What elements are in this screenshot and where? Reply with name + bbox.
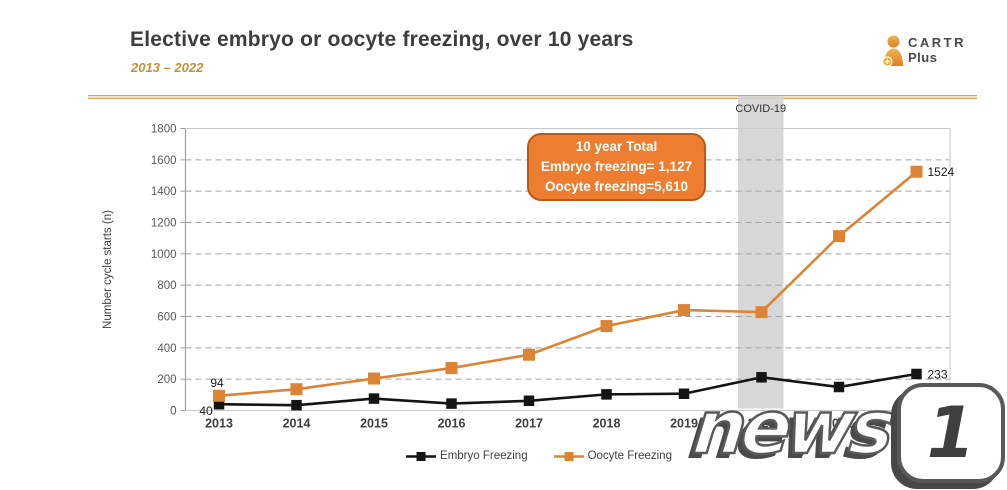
x-tick-label: 2019 [670,417,698,431]
cartr-plus-logo: CARTR Plus [882,35,966,68]
data-point-marker [678,388,690,399]
callout-line-2: Embryo freezing= 1,127 [540,159,693,174]
data-point-marker [368,393,380,404]
y-axis-title: Number cycle starts (n) [102,210,114,329]
covid-band-label: COVID-19 [735,103,786,115]
person-plus-icon [882,35,903,67]
title-divider [88,95,977,99]
series-line-oocyte [218,170,918,398]
data-point-marker [368,372,380,385]
data-point-marker [291,399,302,411]
x-tick-label: 2014 [283,417,311,431]
data-point-marker [755,306,768,319]
data-point-marker [213,389,225,402]
callout-line-1: 10 year Total [575,139,658,154]
legend-item-oocyte: Oocyte Freezing [553,450,672,462]
data-point-marker [523,348,535,361]
brand-name: CARTR [908,35,966,50]
x-tick-label: 2017 [515,417,543,431]
y-tick-label: 1000 [151,249,177,261]
y-tick-label: 1400 [151,186,177,198]
x-tick-label: 2013 [205,417,233,431]
data-point-marker [833,381,845,393]
y-tick-label: 1600 [151,155,177,167]
data-point-marker [911,368,922,380]
data-point-marker [833,230,845,243]
data-point-marker [445,362,458,375]
point-label: 94 [210,376,224,390]
data-point-marker [678,304,690,317]
brand-name-secondary: Plus [908,50,938,65]
data-point-marker [213,398,225,410]
totals-callout: 10 year Total Embryo freezing= 1,127 Ooc… [527,133,706,201]
y-tick-label: 1800 [151,124,177,136]
legend-marker-icon [406,451,437,461]
legend-label: Embryo Freezing [440,450,528,462]
x-tick-label: 2015 [360,417,388,431]
y-tick-label: 600 [157,312,176,324]
covid-band [738,96,784,409]
data-point-marker [756,372,767,383]
point-label: 40 [199,404,213,418]
series-line-embryo [218,372,917,407]
chart-legend: Embryo Freezing Oocyte Freezing [406,450,672,462]
x-tick-label: 2021 [825,417,853,431]
y-tick-label: 400 [157,343,176,355]
data-point-marker [446,398,457,409]
y-tick-label: 1200 [151,218,177,230]
legend-marker-icon [553,451,584,461]
data-point-marker [523,395,535,407]
x-tick-label: 2018 [593,417,621,431]
y-tick-label: 0 [170,406,176,418]
point-label: 233 [928,367,948,381]
legend-item-embryo: Embryo Freezing [406,450,528,462]
page-subtitle: 2013 – 2022 [131,60,204,75]
point-label: 1524 [928,165,955,179]
page-title: Elective embryo or oocyte freezing, over… [130,28,634,51]
y-tick-label: 800 [157,280,176,292]
callout-line-3: Oocyte freezing=5,610 [545,179,688,194]
x-tick-label: 2020 [748,417,776,431]
data-point-marker [601,389,612,400]
x-tick-label: 2022 [903,417,931,431]
y-tick-label: 200 [157,374,176,386]
x-tick-label: 2016 [438,417,466,431]
data-point-marker [290,383,303,396]
data-point-marker [910,165,923,178]
legend-label: Oocyte Freezing [587,450,672,462]
data-point-marker [600,320,613,333]
